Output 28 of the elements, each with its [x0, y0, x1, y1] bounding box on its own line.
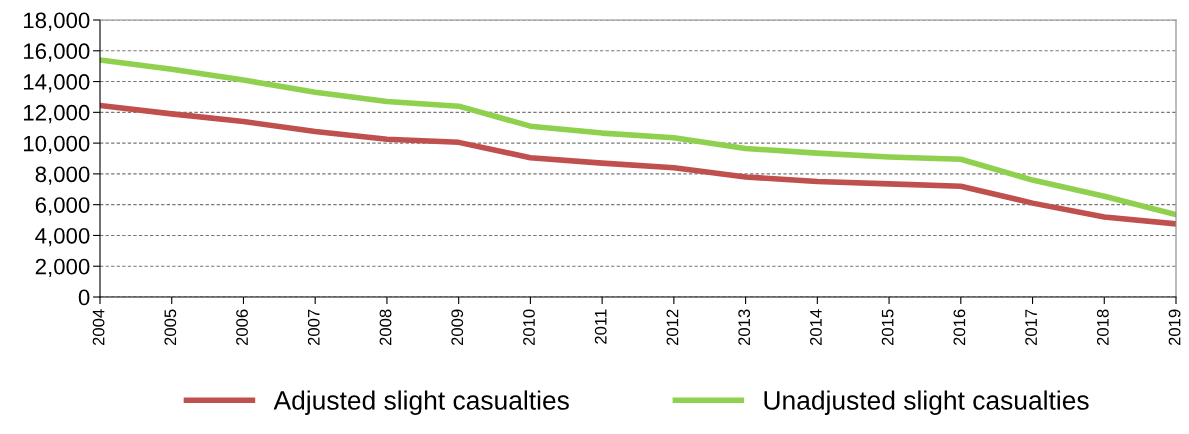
x-tick-label: 2011: [594, 309, 607, 344]
y-tick-label: 10,000: [24, 135, 90, 155]
x-tick-label: 2013: [738, 309, 751, 346]
x-tick-label: 2009: [451, 309, 464, 346]
x-tick-label: 2016: [953, 309, 966, 346]
y-tick-label: 4,000: [35, 227, 90, 247]
legend-label: Adjusted slight casualties: [273, 390, 569, 415]
x-tick-label: 2014: [810, 309, 822, 346]
x-tick-label: 2004: [92, 309, 105, 346]
x-tick-label: 2018: [1096, 309, 1109, 346]
x-tick-label: 2019: [1168, 309, 1181, 346]
y-tick-label: 14,000: [24, 74, 90, 93]
x-tick-label: 2017: [1025, 309, 1038, 346]
y-tick-label: 2,000: [35, 258, 90, 278]
x-tick-label: 2008: [379, 309, 392, 346]
x-tick-label: 2007: [307, 309, 320, 346]
y-tick-label: 6,000: [35, 197, 90, 216]
y-tick-label: 16,000: [24, 43, 90, 62]
legend-label: Unadjusted slight casualties: [764, 390, 1089, 415]
y-tick-label: 18,000: [24, 12, 90, 31]
x-tick-label: 2012: [666, 309, 679, 346]
y-tick-label: 8,000: [35, 166, 90, 185]
x-tick-label: 2010: [523, 309, 535, 346]
y-tick-label: 12,000: [24, 104, 90, 124]
x-tick-label: 2015: [881, 309, 894, 346]
x-tick-label: 2006: [236, 309, 248, 346]
x-tick-label: 2005: [164, 309, 177, 346]
y-tick-label: 0: [78, 289, 90, 306]
